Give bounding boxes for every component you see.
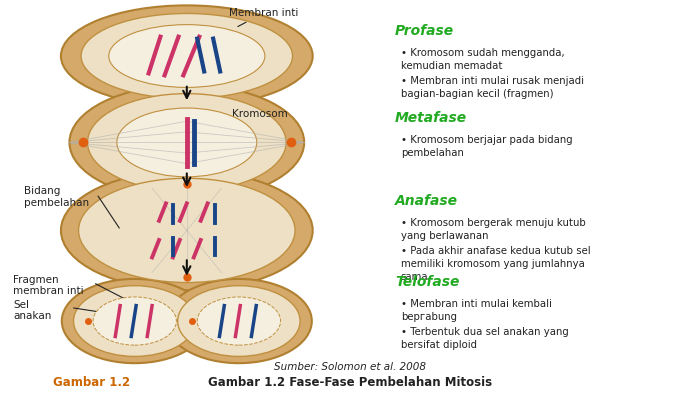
Text: Gambar 1.2 Fase-Fase Pembelahan Mitosis: Gambar 1.2 Fase-Fase Pembelahan Mitosis — [208, 376, 492, 389]
Ellipse shape — [197, 297, 281, 345]
Ellipse shape — [78, 178, 295, 283]
Text: • Pada akhir anafase kedua kutub sel
memiliki kromosom yang jumlahnya
sama: • Pada akhir anafase kedua kutub sel mem… — [400, 246, 590, 282]
Text: Membran inti: Membran inti — [228, 8, 298, 27]
Text: • Membran inti mulai kembali
bергabung: • Membran inti mulai kembali bергabung — [400, 299, 552, 322]
Text: Telofase: Telofase — [395, 275, 459, 289]
Text: • Kromosom berjajar pada bidang
pembelahan: • Kromosom berjajar pada bidang pembelah… — [400, 135, 573, 158]
Ellipse shape — [62, 279, 208, 363]
Ellipse shape — [117, 108, 257, 177]
Text: Sel
anakan: Sel anakan — [13, 300, 52, 321]
Ellipse shape — [166, 279, 312, 363]
Text: Metafase: Metafase — [395, 111, 468, 125]
Text: Kromosom: Kromosom — [220, 109, 288, 128]
Ellipse shape — [178, 286, 300, 356]
Ellipse shape — [74, 286, 196, 356]
Ellipse shape — [108, 25, 265, 87]
Ellipse shape — [61, 6, 313, 107]
Text: Gambar 1.2: Gambar 1.2 — [53, 376, 130, 389]
Ellipse shape — [88, 94, 286, 191]
Text: • Kromosom bergerak menuju kutub
yang berlawanan: • Kromosom bergerak menuju kutub yang be… — [400, 218, 585, 241]
Ellipse shape — [69, 85, 304, 200]
Ellipse shape — [93, 297, 176, 345]
Text: Anafase: Anafase — [395, 194, 458, 208]
Ellipse shape — [81, 13, 293, 99]
Text: Profase: Profase — [395, 24, 454, 38]
Text: • Terbentuk dua sel anakan yang
bersifat diploid: • Terbentuk dua sel anakan yang bersifat… — [400, 327, 568, 350]
Text: • Membran inti mulai rusak menjadi
bagian-bagian kecil (fragmen): • Membran inti mulai rusak menjadi bagia… — [400, 76, 584, 99]
Ellipse shape — [61, 171, 313, 290]
Text: • Kromosom sudah mengganda,
kemudian memadat: • Kromosom sudah mengganda, kemudian mem… — [400, 48, 564, 71]
Text: Sumber: Solomon et al. 2008: Sumber: Solomon et al. 2008 — [274, 362, 426, 372]
Text: Fragmen
membran inti: Fragmen membran inti — [13, 275, 84, 296]
Text: Bidang
pembelahan: Bidang pembelahan — [24, 186, 89, 208]
